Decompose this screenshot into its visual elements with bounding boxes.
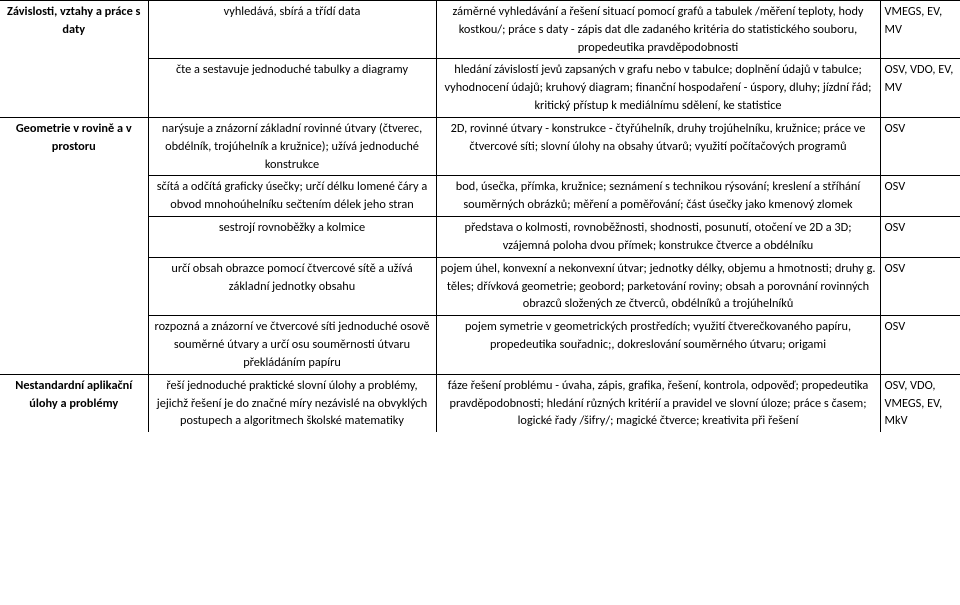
outcome-cell: čte a sestavuje jednoduché tabulky a dia… (148, 59, 436, 117)
outcome-cell: řeší jednoduché praktické slovní úlohy a… (148, 374, 436, 432)
content-cell: záměrné vyhledávání a řešení situací pom… (436, 1, 880, 59)
content-cell: 2D, rovinné útvary - konstrukce - čtyřúh… (436, 117, 880, 175)
outcome-cell: sestrojí rovnoběžky a kolmice (148, 217, 436, 258)
topic-cell: Geometrie v rovině a v prostoru (0, 117, 148, 175)
tags-cell: OSV, VDO, VMEGS, EV, MkV (880, 374, 960, 432)
content-cell: představa o kolmosti, rovnoběžnosti, sho… (436, 217, 880, 258)
topic-cell (0, 176, 148, 217)
tags-cell: OSV (880, 316, 960, 374)
tags-cell: OSV, VDO, EV, MV (880, 59, 960, 117)
topic-cell: Nestandardní aplikační úlohy a problémy (0, 374, 148, 432)
outcome-cell: rozpozná a znázorní ve čtvercové síti je… (148, 316, 436, 374)
table-row: čte a sestavuje jednoduché tabulky a dia… (0, 59, 960, 117)
table-row: sestrojí rovnoběžky a kolmicepředstava o… (0, 217, 960, 258)
tags-cell: OSV (880, 117, 960, 175)
content-cell: hledání závislostí jevů zapsaných v graf… (436, 59, 880, 117)
outcome-cell: určí obsah obrazce pomocí čtvercové sítě… (148, 257, 436, 315)
outcome-cell: sčítá a odčítá graficky úsečky; určí dél… (148, 176, 436, 217)
topic-cell (0, 257, 148, 315)
table-row: rozpozná a znázorní ve čtvercové síti je… (0, 316, 960, 374)
content-cell: fáze řešení problému - úvaha, zápis, gra… (436, 374, 880, 432)
table-row: určí obsah obrazce pomocí čtvercové sítě… (0, 257, 960, 315)
content-cell: pojem úhel, konvexní a nekonvexní útvar;… (436, 257, 880, 315)
content-cell: pojem symetrie v geometrických prostředí… (436, 316, 880, 374)
outcome-cell: vyhledává, sbírá a třídí data (148, 1, 436, 59)
table-row: Geometrie v rovině a v prostorunarýsuje … (0, 117, 960, 175)
topic-cell (0, 316, 148, 374)
tags-cell: OSV (880, 257, 960, 315)
tags-cell: OSV (880, 176, 960, 217)
table-row: sčítá a odčítá graficky úsečky; určí dél… (0, 176, 960, 217)
curriculum-table: Závislosti, vztahy a práce s datyvyhledá… (0, 0, 960, 432)
topic-cell (0, 217, 148, 258)
outcome-cell: narýsuje a znázorní základní rovinné útv… (148, 117, 436, 175)
tags-cell: VMEGS, EV, MV (880, 1, 960, 59)
table-row: Závislosti, vztahy a práce s datyvyhledá… (0, 1, 960, 59)
content-cell: bod, úsečka, přímka, kružnice; seznámení… (436, 176, 880, 217)
topic-cell: Závislosti, vztahy a práce s daty (0, 1, 148, 59)
tags-cell: OSV (880, 217, 960, 258)
table-row: Nestandardní aplikační úlohy a problémyř… (0, 374, 960, 432)
topic-cell (0, 59, 148, 117)
